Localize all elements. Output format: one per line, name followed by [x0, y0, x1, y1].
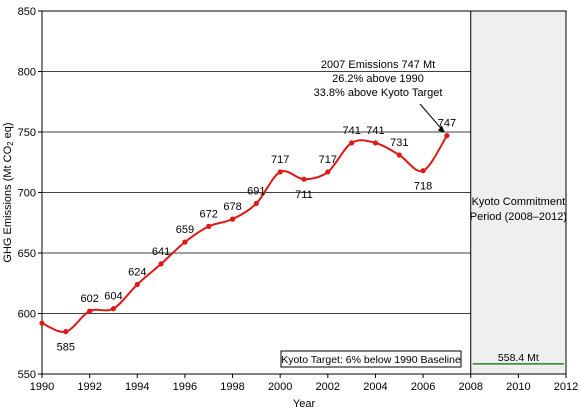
- data-label: 641: [152, 246, 170, 258]
- data-point: [206, 223, 212, 229]
- emissions-series-line: [41, 135, 448, 333]
- data-label: 672: [200, 208, 218, 220]
- data-label: 711: [295, 189, 313, 201]
- data-label: 741: [342, 125, 360, 137]
- y-tick-label: 700: [18, 188, 36, 200]
- data-point: [277, 169, 283, 175]
- data-label: 718: [414, 181, 432, 193]
- callout-line: 33.8% above Kyoto Target: [314, 87, 443, 99]
- data-point: [63, 329, 69, 335]
- kyoto-target-value: 558.4 Mt: [498, 352, 539, 364]
- x-tick-label: 1998: [220, 381, 244, 393]
- emissions-callout: 2007 Emissions 747 Mt 26.2% above 1990 33.…: [314, 59, 443, 99]
- data-label: 691: [247, 185, 265, 197]
- x-tick-label: 1992: [77, 381, 101, 393]
- data-point: [325, 169, 331, 175]
- data-label: 602: [80, 293, 98, 305]
- x-tick-label: 2006: [411, 381, 435, 393]
- kyoto-target-note-box: [280, 350, 462, 368]
- data-point: [420, 168, 426, 174]
- x-tick-label: 2012: [554, 381, 578, 393]
- x-tick-label: 2004: [363, 381, 387, 393]
- data-point: [253, 200, 259, 206]
- data-label: 604: [104, 291, 122, 303]
- x-tick-label: 2010: [506, 381, 530, 393]
- y-tick-label: 850: [18, 6, 36, 18]
- data-label: 717: [319, 154, 337, 166]
- data-point: [349, 140, 355, 146]
- data-label: 741: [366, 125, 384, 137]
- data-label: 659: [176, 224, 194, 236]
- callout-line: 2007 Emissions 747 Mt: [321, 59, 435, 71]
- callout-arrowhead: [437, 125, 445, 133]
- y-axis-ticks: 550 600 650 700 750 800 850: [18, 6, 42, 381]
- emissions-points: [39, 133, 450, 335]
- data-point: [229, 216, 236, 222]
- callout-arrow: [419, 103, 445, 132]
- data-label: 717: [271, 154, 289, 166]
- y-axis-label: GHG Emissions (Mt CO2 eq): [2, 122, 15, 262]
- x-tick-label: 1994: [125, 381, 149, 393]
- y-tick-label: 650: [18, 248, 36, 260]
- x-tick-label: 2000: [268, 381, 292, 393]
- kyoto-target-note: Kyoto Target: 6% below 1990 Baseline: [281, 354, 461, 366]
- callout-line: 26.2% above 1990: [332, 73, 424, 85]
- data-point: [87, 308, 93, 314]
- data-point: [372, 140, 379, 146]
- y-tick-label: 550: [18, 369, 36, 381]
- x-axis-label: Year: [293, 398, 316, 410]
- y-axis-label-tail: eq): [2, 122, 14, 141]
- kyoto-period-band: [470, 10, 567, 375]
- y-tick-label: 600: [18, 309, 36, 321]
- kyoto-period-label-line: Kyoto Commitment: [472, 196, 566, 208]
- x-tick-label: 2008: [458, 381, 482, 393]
- data-point: [158, 261, 164, 267]
- y-axis-label-main: GHG Emissions (Mt CO: [2, 145, 14, 262]
- x-axis-ticks: 1990 1992 1994 1996 1998 2000 2002 2004 2006 2008…: [30, 374, 578, 393]
- data-label: 678: [223, 201, 241, 213]
- data-point: [301, 176, 307, 182]
- x-tick-label: 2002: [316, 381, 340, 393]
- kyoto-period-label-line: Period (2008–2012): [470, 211, 567, 223]
- data-label: 731: [390, 137, 408, 149]
- data-point: [39, 320, 45, 326]
- data-point: [396, 152, 402, 158]
- y-tick-label: 750: [18, 127, 36, 139]
- data-label: 585: [57, 342, 75, 354]
- x-tick-label: 1990: [30, 381, 54, 393]
- data-point: [182, 239, 188, 245]
- y-axis-label-subscript: 2: [6, 141, 15, 146]
- kyoto-period-label: Kyoto Commitment Period (2008–2012): [470, 196, 567, 223]
- data-point: [134, 281, 140, 288]
- data-label: 624: [128, 266, 146, 278]
- data-point: [110, 306, 117, 312]
- data-point: [444, 133, 450, 139]
- x-tick-label: 1996: [173, 381, 197, 393]
- y-tick-label: 800: [18, 67, 36, 79]
- emissions-data-labels: 585 602 604 624 641 659 672 678 691 717 711 717 741 7…: [57, 118, 456, 354]
